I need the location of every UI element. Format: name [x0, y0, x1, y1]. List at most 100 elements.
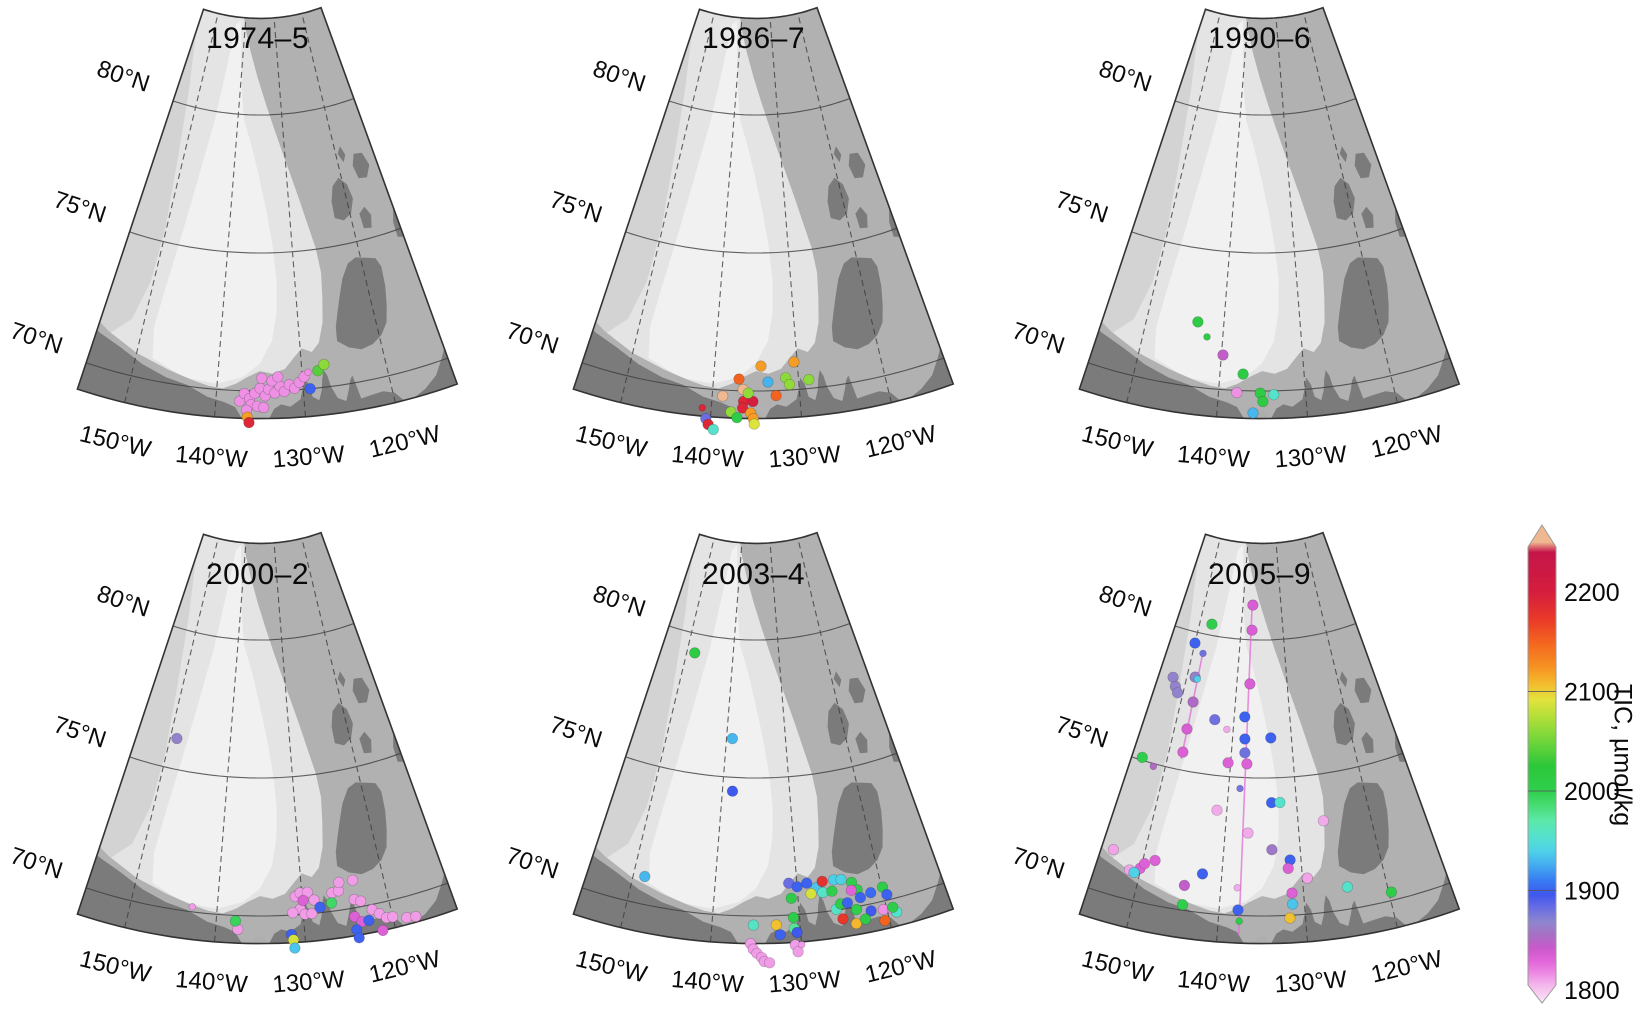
tic-point — [325, 897, 338, 909]
svg-text:70°N: 70°N — [503, 842, 562, 885]
tic-point — [1181, 723, 1193, 735]
tic-point — [1232, 904, 1244, 916]
svg-text:75°N: 75°N — [546, 186, 605, 229]
transect-line — [1237, 603, 1253, 935]
tic-point — [737, 402, 749, 414]
map-boundary — [76, 531, 459, 945]
tic-point — [1192, 316, 1204, 328]
tic-point — [748, 418, 760, 430]
map-panel-2: 80°N 75°N 70°N 150°W 140°W 130°W 120°W — [1009, 6, 1461, 474]
tic-point — [639, 870, 651, 883]
map-boundary — [1078, 6, 1461, 420]
svg-text:130°W: 130°W — [272, 966, 347, 999]
svg-text:80°N: 80°N — [1096, 55, 1155, 98]
tic-point — [1107, 844, 1119, 856]
svg-text:75°N: 75°N — [50, 711, 109, 754]
colorbar-bar — [1527, 524, 1557, 1004]
tic-point — [258, 401, 270, 414]
svg-text:140°W: 140°W — [174, 441, 249, 474]
tic-point — [770, 919, 782, 931]
tic-point — [881, 889, 893, 901]
tic-point — [347, 874, 359, 886]
tic-point — [726, 785, 739, 797]
tic-point — [850, 918, 863, 930]
tic-point — [783, 378, 796, 391]
svg-text:140°W: 140°W — [174, 966, 249, 999]
station-points — [1107, 599, 1398, 925]
svg-text:150°W: 150°W — [573, 420, 650, 463]
tic-point — [1241, 758, 1253, 770]
tic-point — [1176, 899, 1189, 911]
tic-point — [865, 887, 877, 899]
tic-point — [1282, 862, 1294, 875]
tic-point — [787, 911, 800, 924]
tic-point — [717, 390, 729, 402]
tic-point — [1149, 854, 1161, 867]
tic-point — [841, 897, 854, 909]
tic-point — [377, 924, 389, 937]
tic-point — [835, 873, 847, 886]
tic-point — [698, 404, 706, 412]
tic-point — [1247, 407, 1259, 419]
tic-point — [272, 371, 284, 383]
svg-text:70°N: 70°N — [503, 317, 562, 360]
tic-point — [785, 892, 797, 904]
tic-point — [1172, 687, 1184, 699]
tic-point — [1385, 886, 1398, 898]
tic-point — [1209, 714, 1221, 726]
svg-text:130°W: 130°W — [768, 441, 843, 474]
tic-point — [707, 423, 719, 436]
tic-point — [353, 932, 365, 944]
svg-text:150°W: 150°W — [1079, 420, 1156, 463]
tic-point — [865, 905, 877, 917]
svg-text:130°W: 130°W — [1274, 441, 1349, 474]
map-panel-1: 80°N 75°N 70°N 150°W 140°W 130°W 120°W — [503, 6, 955, 474]
tic-point — [287, 907, 299, 919]
tic-point — [355, 895, 367, 907]
station-points — [698, 356, 815, 436]
tic-point — [1196, 868, 1209, 880]
map-boundary — [572, 6, 955, 420]
tic-point — [1193, 675, 1202, 683]
svg-text:140°W: 140°W — [670, 441, 745, 474]
tic-point — [879, 915, 891, 927]
map-panel-0: 80°N 75°N 70°N 150°W 140°W 130°W 120°W — [7, 6, 459, 474]
tic-point — [1178, 879, 1190, 892]
tic-point — [1223, 725, 1231, 734]
tic-point — [726, 733, 738, 745]
tic-point — [1167, 671, 1179, 683]
colorbar-tick-label: 2200 — [1564, 579, 1620, 607]
tic-point — [304, 383, 316, 395]
station-points — [1192, 316, 1280, 419]
svg-text:70°N: 70°N — [7, 317, 66, 360]
tic-point — [1222, 757, 1234, 769]
tic-point — [1233, 884, 1242, 892]
tic-point — [1246, 624, 1258, 636]
tic-point — [314, 901, 326, 913]
svg-text:75°N: 75°N — [1052, 711, 1111, 754]
station-points — [171, 732, 422, 954]
tic-point — [1301, 872, 1313, 884]
svg-text:80°N: 80°N — [590, 55, 649, 98]
tic-point — [774, 929, 786, 941]
tic-point — [791, 881, 803, 893]
tic-point — [410, 910, 422, 923]
tic-point — [1244, 678, 1256, 690]
tic-point — [308, 894, 320, 906]
tic-point — [297, 894, 309, 907]
map-panel-5: 80°N 75°N 70°N 150°W 140°W 130°W 120°W — [1009, 531, 1461, 999]
tic-point — [887, 901, 899, 913]
svg-text:80°N: 80°N — [94, 580, 153, 623]
svg-text:130°W: 130°W — [272, 441, 347, 474]
tic-point — [1274, 796, 1286, 809]
map-boundary — [572, 531, 955, 945]
tic-point — [1136, 751, 1148, 763]
tic-point — [1236, 784, 1244, 793]
svg-text:140°W: 140°W — [670, 966, 745, 999]
map-panel-3: 80°N 75°N 70°N 150°W 140°W 130°W 120°W — [7, 531, 459, 999]
graticule — [1087, 13, 1450, 417]
tic-point — [333, 876, 345, 889]
tic-point — [1287, 898, 1299, 910]
svg-text:120°W: 120°W — [862, 420, 939, 463]
